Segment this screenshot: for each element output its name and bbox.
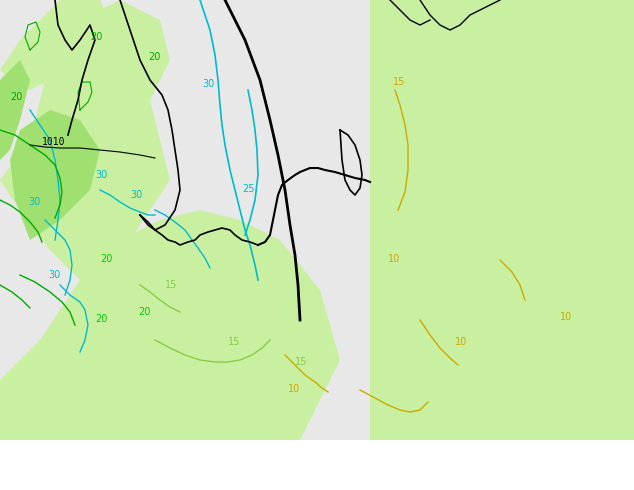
Text: 15: 15 (295, 357, 307, 367)
Text: 60: 60 (398, 472, 411, 482)
Text: 30: 30 (202, 79, 214, 89)
Bar (370, 0, 634, 440)
Text: 55: 55 (376, 472, 389, 482)
Text: 20: 20 (148, 52, 160, 62)
Text: Isotachs 10m (km/h): Isotachs 10m (km/h) (4, 472, 133, 482)
Polygon shape (0, 60, 30, 160)
Polygon shape (0, 0, 110, 90)
Text: 20: 20 (90, 32, 102, 42)
Polygon shape (10, 110, 100, 240)
Text: 30: 30 (48, 270, 60, 280)
Text: 30: 30 (28, 197, 40, 207)
Text: 20: 20 (222, 472, 235, 482)
Polygon shape (0, 210, 340, 440)
Text: 80: 80 (486, 472, 500, 482)
Text: 65: 65 (420, 472, 434, 482)
Text: 1010: 1010 (42, 137, 65, 147)
Text: We 29-05-2024 12:00 UTC (06+126): We 29-05-2024 12:00 UTC (06+126) (390, 452, 606, 462)
Text: 10: 10 (178, 472, 191, 482)
Text: 85: 85 (508, 472, 522, 482)
Text: 10: 10 (560, 312, 573, 322)
Text: 20: 20 (100, 254, 112, 264)
Text: Surface pressure [hPa] ECMWF: Surface pressure [hPa] ECMWF (4, 452, 193, 462)
Text: 20: 20 (138, 307, 150, 317)
Text: 10: 10 (388, 254, 400, 264)
Text: 45: 45 (332, 472, 346, 482)
Text: 70: 70 (442, 472, 455, 482)
Text: 30: 30 (130, 190, 142, 200)
Text: 20: 20 (10, 92, 22, 102)
Text: 15: 15 (200, 472, 214, 482)
Polygon shape (0, 0, 170, 280)
Text: 75: 75 (464, 472, 477, 482)
Text: 20: 20 (95, 314, 107, 324)
Text: 50: 50 (354, 472, 368, 482)
Text: 90: 90 (530, 472, 543, 482)
Text: 10: 10 (288, 384, 301, 394)
Text: 25: 25 (244, 472, 257, 482)
Text: 40: 40 (310, 472, 323, 482)
Text: 30: 30 (266, 472, 280, 482)
Text: 15: 15 (393, 77, 405, 87)
Text: 30: 30 (95, 170, 107, 180)
Text: 10: 10 (455, 337, 467, 347)
Text: 15: 15 (228, 337, 240, 347)
Text: 35: 35 (288, 472, 302, 482)
Text: 25: 25 (242, 184, 254, 194)
Text: ©weatheronline.co.uk: ©weatheronline.co.uk (530, 472, 634, 482)
Text: 15: 15 (165, 280, 178, 290)
